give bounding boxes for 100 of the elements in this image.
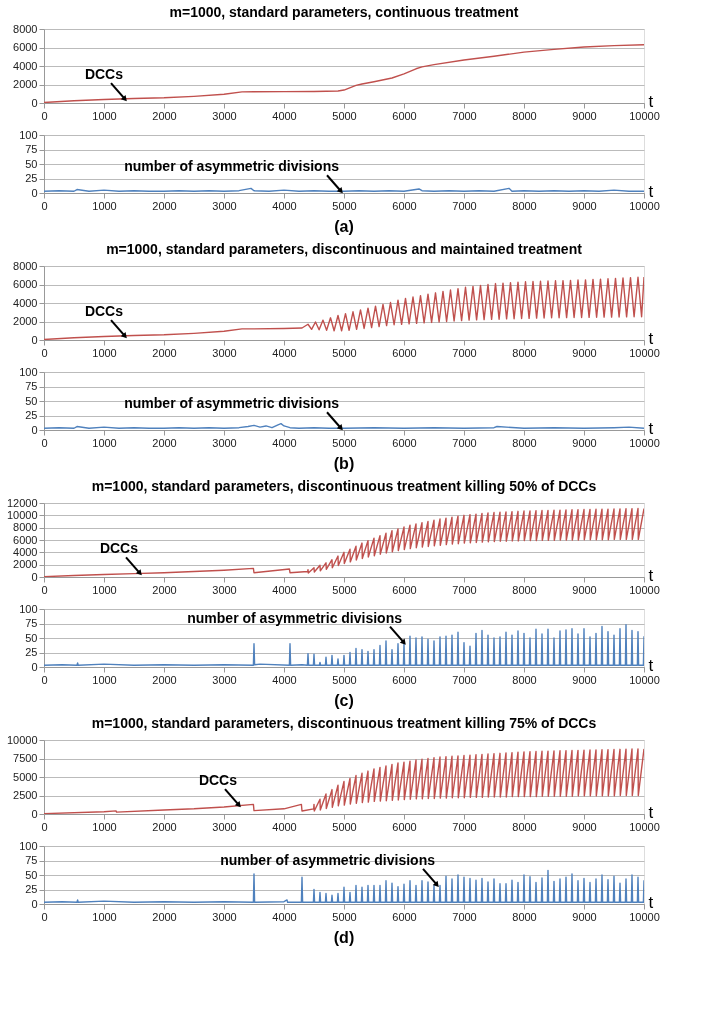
- y-tick-label: 100: [19, 839, 38, 852]
- x-tick-label: 5000: [332, 910, 357, 923]
- x-tick-label: 0: [41, 346, 48, 359]
- x-tick-label: 9000: [572, 910, 597, 923]
- x-tick-label: 9000: [572, 583, 597, 596]
- x-tick-label: 10000: [629, 199, 660, 212]
- y-tick-label: 10000: [6, 733, 38, 746]
- x-tick-label: 8000: [512, 436, 537, 449]
- y-tick-label: 6000: [13, 278, 38, 290]
- text: (a): [334, 218, 354, 235]
- y-tick-label: 6000: [13, 533, 38, 546]
- x-tick-label: 9000: [572, 346, 597, 359]
- x-tick-label: 10000: [629, 583, 660, 596]
- x-tick-label: 8000: [512, 109, 537, 122]
- x-tick-label: 3000: [212, 436, 237, 449]
- text: (b): [333, 455, 355, 472]
- y-tick-label: 2500: [13, 789, 38, 801]
- x-tick-label: 5000: [332, 109, 357, 122]
- x-tick-label: 4000: [272, 199, 297, 212]
- y-tick-label: 50: [25, 394, 38, 407]
- x-tick-label: 8000: [512, 673, 537, 686]
- x-tick-label: 4000: [272, 436, 297, 449]
- y-tick-label: 2000: [13, 315, 38, 327]
- x-tick-label: 10000: [629, 109, 660, 122]
- x-axis-title: t: [648, 802, 654, 822]
- x-axis-title: t: [648, 655, 654, 675]
- y-tick-label: 75: [25, 854, 38, 866]
- x-tick-label: 7000: [452, 199, 477, 212]
- x-axis-title: t: [648, 892, 654, 912]
- y-tick-label: 75: [25, 617, 38, 629]
- y-tick-label: 0: [31, 333, 38, 346]
- x-tick-label: 2000: [152, 346, 177, 359]
- annotation: DCCs: [198, 772, 238, 789]
- x-tick-label: 9000: [572, 673, 597, 686]
- x-tick-label: 0: [41, 436, 48, 449]
- y-tick-label: 100: [19, 128, 38, 141]
- y-tick-label: 25: [25, 646, 38, 658]
- x-tick-label: 6000: [392, 820, 417, 833]
- x-tick-label: 3000: [212, 583, 237, 596]
- x-tick-label: 0: [41, 109, 48, 122]
- x-tick-label: 4000: [272, 820, 297, 833]
- y-tick-label: 10000: [6, 508, 38, 521]
- y-tick-label: 4000: [13, 59, 38, 72]
- x-tick-label: 2000: [152, 583, 177, 596]
- x-tick-label: 1000: [92, 820, 117, 833]
- x-tick-label: 6000: [392, 436, 417, 449]
- y-tick-label: 100: [19, 365, 38, 378]
- x-axis-title: t: [648, 565, 654, 585]
- x-tick-label: 0: [41, 199, 48, 212]
- text: (d): [333, 929, 355, 946]
- x-tick-label: 10000: [629, 436, 660, 449]
- x-tick-label: 1000: [92, 199, 117, 212]
- x-tick-label: 2000: [152, 199, 177, 212]
- x-tick-label: 5000: [332, 436, 357, 449]
- x-tick-label: 3000: [212, 199, 237, 212]
- x-tick-label: 9000: [572, 436, 597, 449]
- x-tick-label: 1000: [92, 346, 117, 359]
- x-tick-label: 4000: [272, 673, 297, 686]
- x-tick-label: 4000: [272, 346, 297, 359]
- text: (c): [334, 692, 354, 709]
- x-tick-label: 8000: [512, 910, 537, 923]
- x-tick-label: 2000: [152, 109, 177, 122]
- x-tick-label: 7000: [452, 673, 477, 686]
- x-tick-label: 2000: [152, 910, 177, 923]
- x-tick-label: 1000: [92, 583, 117, 596]
- chart-title: m=1000, standard parameters, discontinuous treatment killing 75% of DCCs: [91, 715, 597, 731]
- x-tick-label: 5000: [332, 583, 357, 596]
- y-tick-label: 2000: [13, 78, 38, 90]
- x-tick-label: 7000: [452, 910, 477, 923]
- x-tick-label: 1000: [92, 673, 117, 686]
- y-tick-label: 0: [31, 570, 38, 583]
- x-tick-label: 0: [41, 820, 48, 833]
- x-tick-label: 7000: [452, 820, 477, 833]
- y-tick-label: 0: [31, 807, 38, 820]
- y-tick-label: 2000: [13, 558, 38, 571]
- x-tick-label: 6000: [392, 910, 417, 923]
- chart-title: m=1000, standard parameters, continuous treatment: [169, 4, 519, 20]
- x-tick-label: 9000: [572, 199, 597, 212]
- y-tick-label: 8000: [13, 521, 38, 534]
- x-tick-label: 8000: [512, 199, 537, 212]
- x-tick-label: 1000: [92, 436, 117, 449]
- y-tick-label: 12000: [6, 496, 38, 509]
- x-tick-label: 3000: [212, 109, 237, 122]
- annotation: DCCs: [99, 540, 139, 557]
- y-tick-label: 0: [31, 96, 38, 109]
- x-tick-label: 6000: [392, 199, 417, 212]
- x-tick-label: 6000: [392, 109, 417, 122]
- y-tick-label: 50: [25, 868, 38, 881]
- x-axis-title: t: [648, 91, 654, 111]
- y-tick-label: 0: [31, 660, 38, 673]
- x-tick-label: 2000: [152, 820, 177, 833]
- y-tick-label: 75: [25, 143, 38, 155]
- x-tick-label: 5000: [332, 673, 357, 686]
- x-tick-label: 5000: [332, 820, 357, 833]
- x-tick-label: 10000: [629, 910, 660, 923]
- y-tick-label: 4000: [13, 296, 38, 309]
- x-tick-label: 4000: [272, 910, 297, 923]
- x-tick-label: 4000: [272, 109, 297, 122]
- y-tick-label: 0: [31, 423, 38, 436]
- y-tick-label: 75: [25, 380, 38, 392]
